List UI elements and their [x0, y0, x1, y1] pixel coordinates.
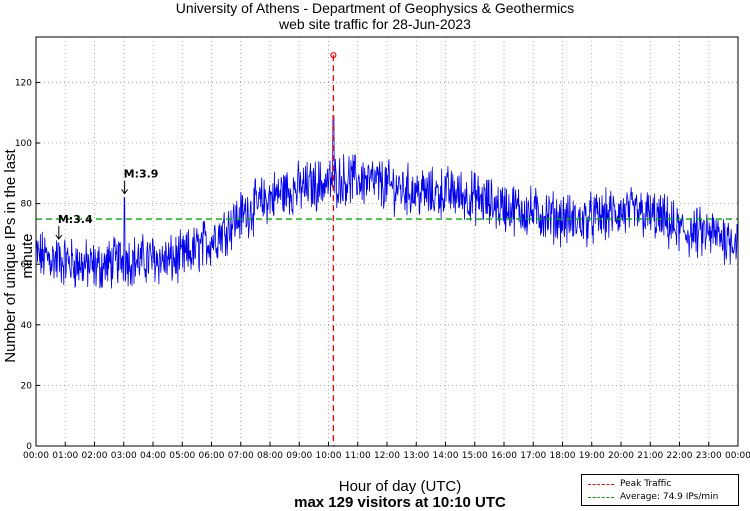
annotation-label: M:3.4 — [58, 213, 93, 226]
x-tick-label: 01:00 — [52, 451, 78, 461]
legend: Peak Traffic Average: 74.9 IPs/min — [581, 474, 739, 506]
annotation-arrow-head — [55, 234, 63, 240]
x-tick-label: 16:00 — [491, 451, 517, 461]
x-tick-label: 03:00 — [111, 451, 137, 461]
legend-item-peak: Peak Traffic — [588, 478, 671, 490]
y-tick-label: 80 — [21, 200, 33, 210]
x-tick-label: 22:00 — [667, 451, 693, 461]
x-tick-label: 04:00 — [140, 451, 166, 461]
x-tick-label: 02:00 — [82, 451, 108, 461]
legend-peak-swatch — [588, 483, 614, 485]
x-tick-label: 10:00 — [316, 451, 342, 461]
legend-item-average: Average: 74.9 IPs/min — [588, 491, 718, 503]
x-tick-label: 12:00 — [374, 451, 400, 461]
peak-summary: max 129 visitors at 10:10 UTC — [294, 494, 506, 511]
x-tick-label: 08:00 — [257, 451, 283, 461]
y-axis-label: Number of unique IPs in the last minute — [2, 149, 36, 363]
x-tick-label: 05:00 — [169, 451, 195, 461]
annotation-label: M:3.9 — [124, 168, 159, 181]
annotation-arrow-head — [121, 189, 129, 195]
y-axis-ticks: 0 20 40 60 80 100 120 — [15, 78, 40, 452]
x-tick-label: 17:00 — [520, 451, 546, 461]
legend-peak-label: Peak Traffic — [620, 479, 672, 489]
peak-marker — [330, 52, 337, 59]
legend-average-swatch — [588, 496, 614, 498]
x-axis-label: Hour of day (UTC) — [338, 478, 462, 495]
chart-title: University of Athens - Department of Geo… — [175, 0, 575, 16]
x-tick-label: 20:00 — [608, 451, 634, 461]
x-tick-label: 13:00 — [403, 451, 429, 461]
x-tick-label: 19:00 — [579, 451, 605, 461]
annotations: M:3.4 M:3.9 — [55, 168, 159, 240]
y-tick-label: 60 — [21, 260, 33, 270]
x-tick-label: 11:00 — [345, 451, 371, 461]
x-tick-label: 07:00 — [228, 451, 254, 461]
x-tick-label: 06:00 — [199, 451, 225, 461]
x-tick-label: 09:00 — [286, 451, 312, 461]
x-tick-label: 00:00 — [725, 451, 750, 461]
x-axis-ticks: 00:00 01:00 02:00 03:00 04:00 05:00 06:00 07:00… — [23, 442, 750, 461]
x-tick-label: 18:00 — [550, 451, 576, 461]
traffic-series-line — [35, 115, 739, 289]
x-tick-label: 00:00 — [23, 451, 49, 461]
x-tick-label: 23:00 — [696, 451, 722, 461]
y-tick-label: 40 — [21, 321, 33, 331]
x-tick-label: 14:00 — [433, 451, 459, 461]
y-tick-label: 0 — [26, 442, 32, 452]
y-tick-label: 100 — [15, 139, 32, 149]
y-tick-label: 120 — [15, 78, 32, 88]
y-tick-label: 20 — [21, 381, 33, 391]
x-tick-label: 21:00 — [637, 451, 663, 461]
legend-average-label: Average: 74.9 IPs/min — [620, 492, 719, 502]
x-tick-label: 15:00 — [462, 451, 488, 461]
chart-subtitle: web site traffic for 28-Jun-2023 — [279, 16, 471, 32]
